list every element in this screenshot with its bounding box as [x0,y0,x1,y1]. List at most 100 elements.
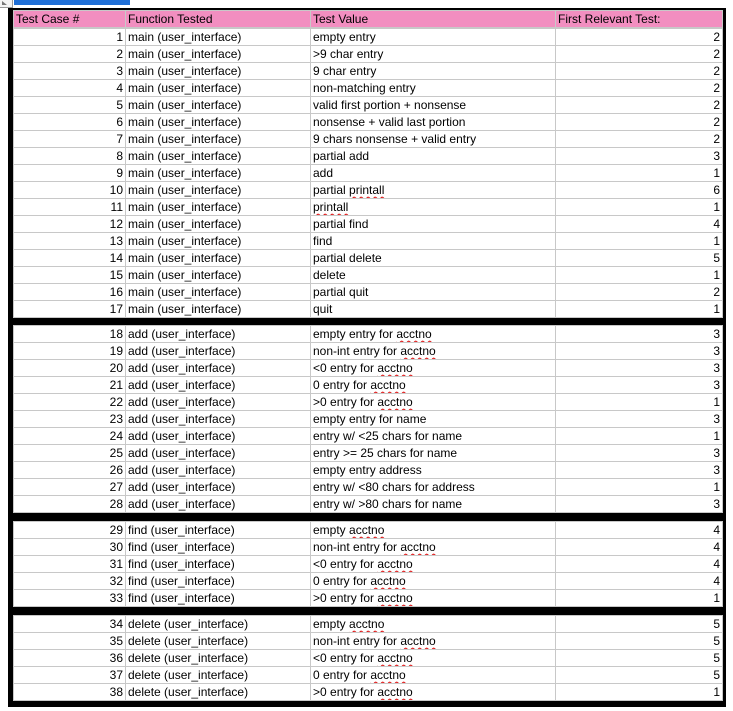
function-tested-cell[interactable]: main (user_interface) [125,28,311,46]
test-value-cell[interactable]: non-int entry for acctno [310,632,556,650]
test-value-cell[interactable]: >0 entry for acctno [310,683,556,701]
test-case-number-cell[interactable]: 8 [13,147,126,165]
first-relevant-test-cell[interactable]: 5 [555,666,723,684]
function-tested-cell[interactable]: main (user_interface) [125,300,311,318]
function-tested-cell[interactable]: main (user_interface) [125,232,311,250]
function-tested-cell[interactable]: add (user_interface) [125,410,311,428]
test-value-cell[interactable]: delete [310,266,556,284]
function-tested-cell[interactable]: add (user_interface) [125,376,311,394]
function-tested-cell[interactable]: add (user_interface) [125,478,311,496]
test-case-number-cell[interactable]: 29 [13,521,126,539]
test-value-cell[interactable]: partial quit [310,283,556,301]
test-case-number-cell[interactable]: 1 [13,28,126,46]
function-tested-cell[interactable]: find (user_interface) [125,538,311,556]
test-case-number-cell[interactable]: 30 [13,538,126,556]
function-tested-cell[interactable]: main (user_interface) [125,45,311,63]
first-relevant-test-cell[interactable]: 1 [555,198,723,216]
function-tested-cell[interactable]: add (user_interface) [125,427,311,445]
test-case-number-cell[interactable]: 20 [13,359,126,377]
test-value-cell[interactable]: 9 chars nonsense + valid entry [310,130,556,148]
test-value-cell[interactable]: >0 entry for acctno [310,393,556,411]
function-tested-cell[interactable]: main (user_interface) [125,79,311,97]
function-tested-cell[interactable]: add (user_interface) [125,444,311,462]
test-case-number-cell[interactable]: 32 [13,572,126,590]
first-relevant-test-cell[interactable]: 2 [555,62,723,80]
test-value-cell[interactable]: entry >= 25 chars for name [310,444,556,462]
test-case-number-cell[interactable]: 33 [13,589,126,607]
test-value-cell[interactable]: find [310,232,556,250]
test-value-cell[interactable]: empty entry [310,28,556,46]
test-case-number-cell[interactable]: 24 [13,427,126,445]
first-relevant-test-cell[interactable]: 1 [555,478,723,496]
function-tested-cell[interactable]: delete (user_interface) [125,615,311,633]
function-tested-cell[interactable]: main (user_interface) [125,198,311,216]
function-tested-cell[interactable]: add (user_interface) [125,461,311,479]
test-case-number-cell[interactable]: 2 [13,45,126,63]
test-case-number-cell[interactable]: 13 [13,232,126,250]
first-relevant-test-cell[interactable]: 3 [555,461,723,479]
test-value-cell[interactable]: <0 entry for acctno [310,649,556,667]
first-relevant-test-cell[interactable]: 5 [555,649,723,667]
first-relevant-test-cell[interactable]: 1 [555,683,723,701]
test-case-number-cell[interactable]: 37 [13,666,126,684]
first-relevant-test-cell[interactable]: 1 [555,393,723,411]
function-tested-cell[interactable]: main (user_interface) [125,164,311,182]
test-value-cell[interactable]: >9 char entry [310,45,556,63]
test-case-number-cell[interactable]: 22 [13,393,126,411]
test-case-number-cell[interactable]: 7 [13,130,126,148]
test-case-number-cell[interactable]: 4 [13,79,126,97]
test-case-number-cell[interactable]: 18 [13,325,126,343]
function-tested-cell[interactable]: main (user_interface) [125,130,311,148]
test-case-number-cell[interactable]: 25 [13,444,126,462]
first-relevant-test-cell[interactable]: 5 [555,632,723,650]
test-value-cell[interactable]: empty entry address [310,461,556,479]
test-case-number-cell[interactable]: 19 [13,342,126,360]
test-value-cell[interactable]: partial delete [310,249,556,267]
test-value-cell[interactable]: partial find [310,215,556,233]
function-tested-cell[interactable]: main (user_interface) [125,283,311,301]
first-relevant-test-cell[interactable]: 4 [555,538,723,556]
test-value-cell[interactable]: 0 entry for acctno [310,666,556,684]
function-tested-cell[interactable]: main (user_interface) [125,249,311,267]
function-tested-cell[interactable]: delete (user_interface) [125,666,311,684]
function-tested-cell[interactable]: main (user_interface) [125,96,311,114]
test-case-number-cell[interactable]: 35 [13,632,126,650]
test-case-number-cell[interactable]: 12 [13,215,126,233]
header-test-value[interactable]: Test Value [310,10,556,28]
test-value-cell[interactable]: entry w/ <80 chars for address [310,478,556,496]
function-tested-cell[interactable]: delete (user_interface) [125,649,311,667]
test-value-cell[interactable]: valid first portion + nonsense [310,96,556,114]
first-relevant-test-cell[interactable]: 1 [555,427,723,445]
first-relevant-test-cell[interactable]: 3 [555,147,723,165]
first-relevant-test-cell[interactable]: 2 [555,130,723,148]
function-tested-cell[interactable]: find (user_interface) [125,521,311,539]
test-value-cell[interactable]: <0 entry for acctno [310,555,556,573]
function-tested-cell[interactable]: main (user_interface) [125,266,311,284]
test-value-cell[interactable]: partial add [310,147,556,165]
test-case-number-cell[interactable]: 16 [13,283,126,301]
first-relevant-test-cell[interactable]: 3 [555,495,723,513]
test-value-cell[interactable]: entry w/ <25 chars for name [310,427,556,445]
first-relevant-test-cell[interactable]: 3 [555,376,723,394]
header-test-case[interactable]: Test Case # [13,10,126,28]
function-tested-cell[interactable]: main (user_interface) [125,62,311,80]
first-relevant-test-cell[interactable]: 2 [555,28,723,46]
first-relevant-test-cell[interactable]: 4 [555,521,723,539]
first-relevant-test-cell[interactable]: 6 [555,181,723,199]
header-first-relevant-test[interactable]: First Relevant Test: [555,10,723,28]
test-case-number-cell[interactable]: 28 [13,495,126,513]
first-relevant-test-cell[interactable]: 1 [555,266,723,284]
test-value-cell[interactable]: partial printall [310,181,556,199]
first-relevant-test-cell[interactable]: 3 [555,359,723,377]
test-value-cell[interactable]: 0 entry for acctno [310,376,556,394]
test-case-number-cell[interactable]: 9 [13,164,126,182]
test-value-cell[interactable]: non-int entry for acctno [310,342,556,360]
first-relevant-test-cell[interactable]: 1 [555,232,723,250]
function-tested-cell[interactable]: add (user_interface) [125,342,311,360]
first-relevant-test-cell[interactable]: 5 [555,615,723,633]
test-case-number-cell[interactable]: 21 [13,376,126,394]
first-relevant-test-cell[interactable]: 3 [555,444,723,462]
first-relevant-test-cell[interactable]: 2 [555,283,723,301]
test-case-number-cell[interactable]: 34 [13,615,126,633]
function-tested-cell[interactable]: add (user_interface) [125,325,311,343]
